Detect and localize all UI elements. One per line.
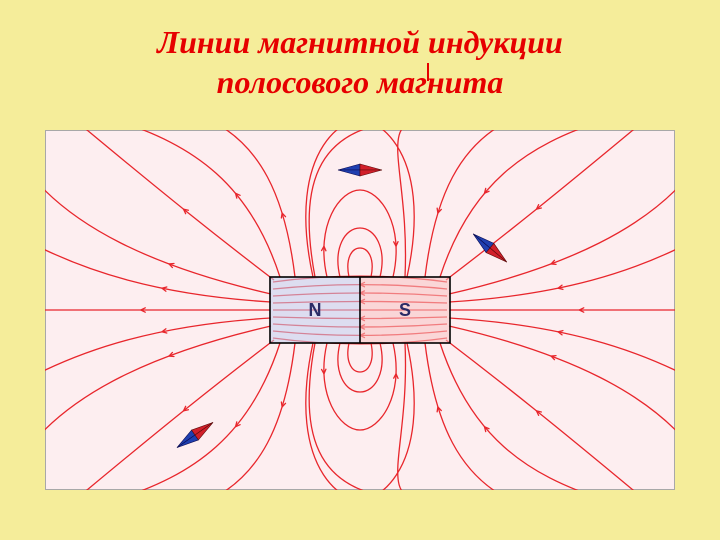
slide: Линии магнитной индукции полосового магн… xyxy=(0,0,720,540)
title-line-2: полосового магнита xyxy=(217,64,504,100)
svg-text:S: S xyxy=(399,300,411,320)
svg-text:N: N xyxy=(309,300,322,320)
title-line-1: Линии магнитной индукции xyxy=(157,24,563,60)
slide-title: Линии магнитной индукции полосового магн… xyxy=(0,22,720,102)
field-diagram: NS xyxy=(45,130,675,490)
text-cursor xyxy=(427,63,429,81)
field-svg: NS xyxy=(45,130,675,490)
